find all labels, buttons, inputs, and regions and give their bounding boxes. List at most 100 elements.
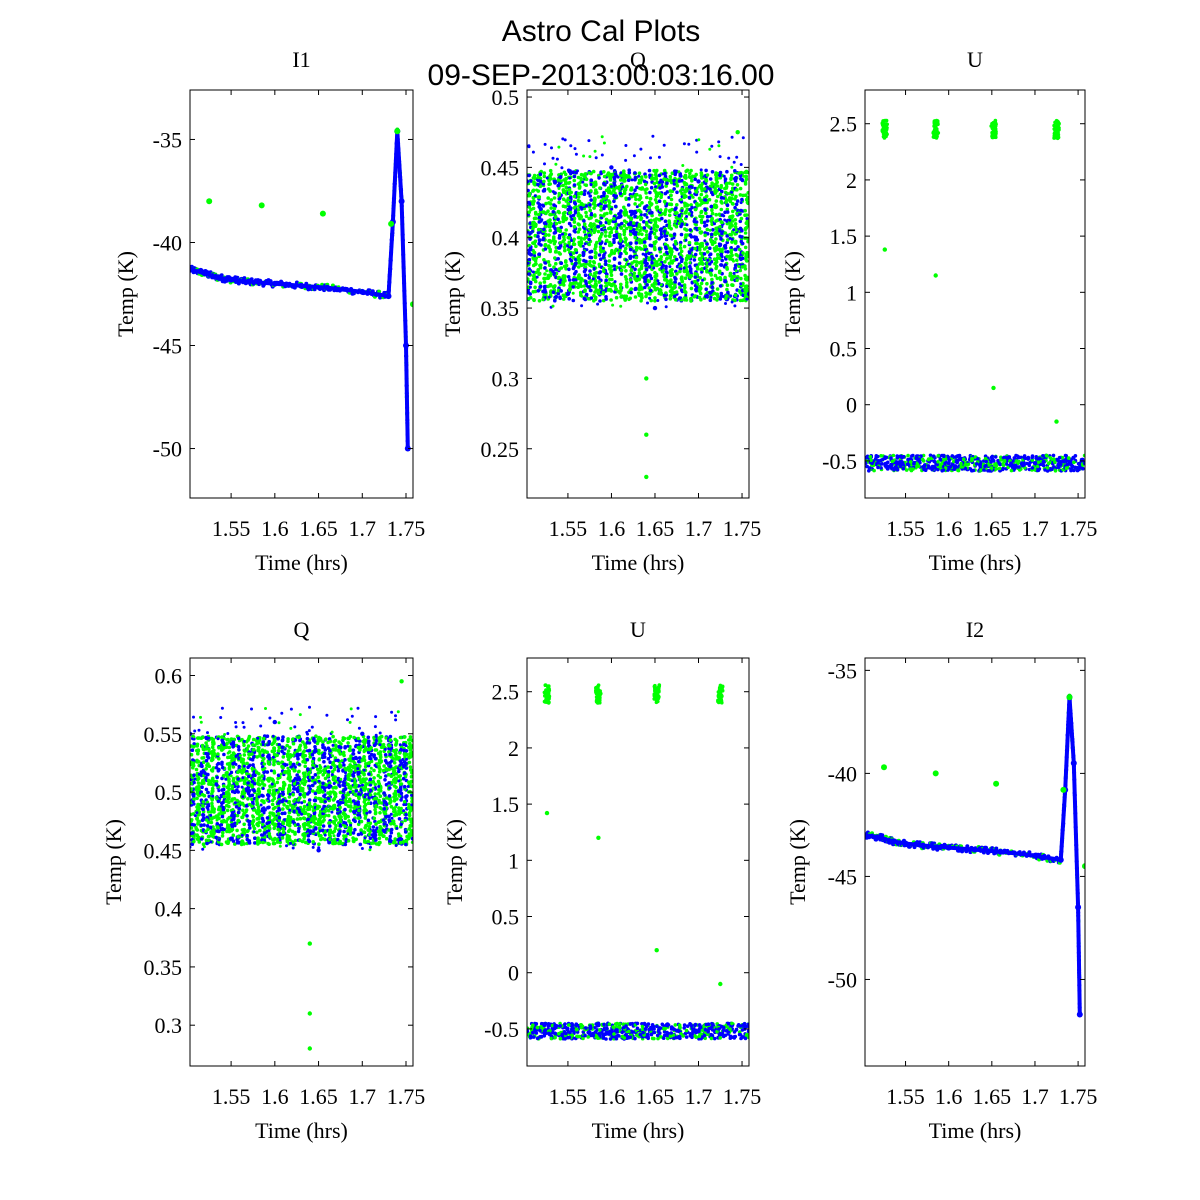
panel-title: I1 — [292, 47, 310, 72]
data-point — [652, 305, 658, 311]
y-tick-label: 1 — [508, 848, 519, 873]
y-tick-label: 0.4 — [155, 897, 183, 922]
data-point — [1060, 786, 1067, 793]
y-tick-label: 1.5 — [492, 792, 520, 817]
series-blue — [527, 1029, 749, 1034]
panel-6: 1.55 1.6 1.65 1.7 1.75 -35 -40 -45 -50 I2 Time (hr… — [785, 617, 1097, 1143]
series-green — [882, 127, 1059, 424]
data-point — [398, 198, 405, 205]
y-axis-label: Temp (K) — [785, 819, 810, 905]
data-point — [1032, 852, 1038, 859]
panel-1: 1.55 1.6 1.65 1.7 1.75 -35 -40 -45 -50 I1 Time (hr… — [113, 47, 425, 575]
series-dense-points — [190, 127, 410, 449]
panel-5: 1.55 1.6 1.65 1.7 1.75 2.5 2 1.5 1 0.5 0 -0.5 U Time … — [442, 617, 761, 1143]
y-tick-label: 0.25 — [481, 437, 520, 462]
data-point — [991, 127, 996, 132]
data-point — [307, 1011, 312, 1016]
axes-frame — [864, 89, 1086, 499]
data-point — [527, 1029, 530, 1034]
data-point — [902, 840, 909, 847]
data-point — [946, 461, 951, 466]
data-point — [307, 941, 312, 946]
y-axis-label: Temp (K) — [780, 251, 805, 337]
series-dense-points — [865, 693, 1082, 1015]
data-point — [746, 1029, 749, 1034]
data-point — [272, 719, 277, 725]
data-point — [544, 810, 550, 816]
data-point — [865, 832, 868, 839]
x-tick-label: 1.65 — [636, 516, 675, 541]
data-point — [404, 445, 411, 452]
data-point — [319, 210, 326, 217]
data-point — [271, 280, 278, 287]
y-tick-label: 2.5 — [492, 680, 520, 705]
series-dense-points — [527, 134, 749, 309]
series-blue — [190, 128, 411, 452]
panel-title: Q — [630, 47, 646, 72]
data-point — [644, 432, 649, 437]
series-dense-points — [527, 683, 749, 1041]
x-tick-label: 1.7 — [349, 1084, 377, 1109]
x-tick-label: 1.55 — [549, 1084, 588, 1109]
series-line — [865, 697, 1082, 1015]
x-axis-label: Time (hrs) — [929, 1118, 1022, 1143]
data-point — [228, 836, 234, 841]
data-point — [359, 288, 366, 295]
data-point — [385, 293, 392, 300]
data-point — [245, 278, 252, 285]
data-point — [746, 291, 749, 297]
panel-title: Q — [294, 617, 310, 642]
data-point — [865, 461, 868, 466]
data-point — [882, 127, 887, 132]
x-tick-label: 1.6 — [935, 1084, 963, 1109]
x-tick-label: 1.65 — [299, 1084, 338, 1109]
y-tick-label: 0.35 — [481, 296, 520, 321]
data-point — [932, 770, 939, 777]
x-tick-label: 1.6 — [261, 1084, 289, 1109]
y-axis-label: Temp (K) — [101, 819, 126, 905]
y-tick-label: 1.5 — [830, 224, 858, 249]
panel-2: 1.55 1.6 1.65 1.7 1.75 0.5 0.45 0.4 0.35 0.3 0.25 Q… — [440, 47, 761, 575]
data-point — [316, 848, 321, 853]
data-point — [565, 291, 571, 297]
data-point — [527, 179, 530, 184]
x-tick-label: 1.75 — [723, 516, 762, 541]
data-point — [258, 202, 265, 209]
y-tick-label: -0.5 — [822, 449, 857, 474]
data-point — [190, 266, 193, 273]
plot-area — [865, 693, 1085, 1018]
data-point — [410, 301, 413, 308]
data-point — [307, 1046, 312, 1051]
y-tick-label: 1 — [846, 280, 857, 305]
y-tick-label: -45 — [828, 864, 857, 889]
y-tick-label: 0.3 — [155, 1013, 183, 1038]
data-point — [324, 284, 331, 291]
data-point — [991, 385, 996, 391]
figure-title-line2: 09-SEP-2013:00:03:16.00 — [428, 59, 775, 92]
data-point — [596, 691, 601, 697]
series-green — [206, 128, 413, 308]
x-tick-label: 1.65 — [973, 516, 1012, 541]
axes-frame — [864, 657, 1086, 1067]
series-green — [881, 694, 1085, 870]
y-tick-label: 0.3 — [492, 366, 520, 391]
x-axis-label: Time (hrs) — [255, 1118, 348, 1143]
data-point — [945, 844, 952, 851]
data-point — [206, 198, 213, 205]
data-point — [1066, 694, 1073, 701]
y-tick-label: -50 — [828, 967, 857, 992]
data-point — [388, 220, 395, 227]
series-dense-points — [865, 118, 1085, 473]
y-tick-label: 2 — [508, 736, 519, 761]
y-tick-label: 0.4 — [492, 226, 520, 251]
y-tick-label: 2 — [846, 168, 857, 193]
y-tick-label: -40 — [828, 761, 857, 786]
y-axis-label: Temp (K) — [440, 251, 465, 337]
x-tick-label: 1.75 — [723, 1084, 762, 1109]
series-green — [544, 691, 723, 987]
data-point — [609, 165, 614, 170]
data-point — [971, 846, 978, 853]
data-point — [876, 834, 883, 841]
data-point — [394, 128, 401, 135]
